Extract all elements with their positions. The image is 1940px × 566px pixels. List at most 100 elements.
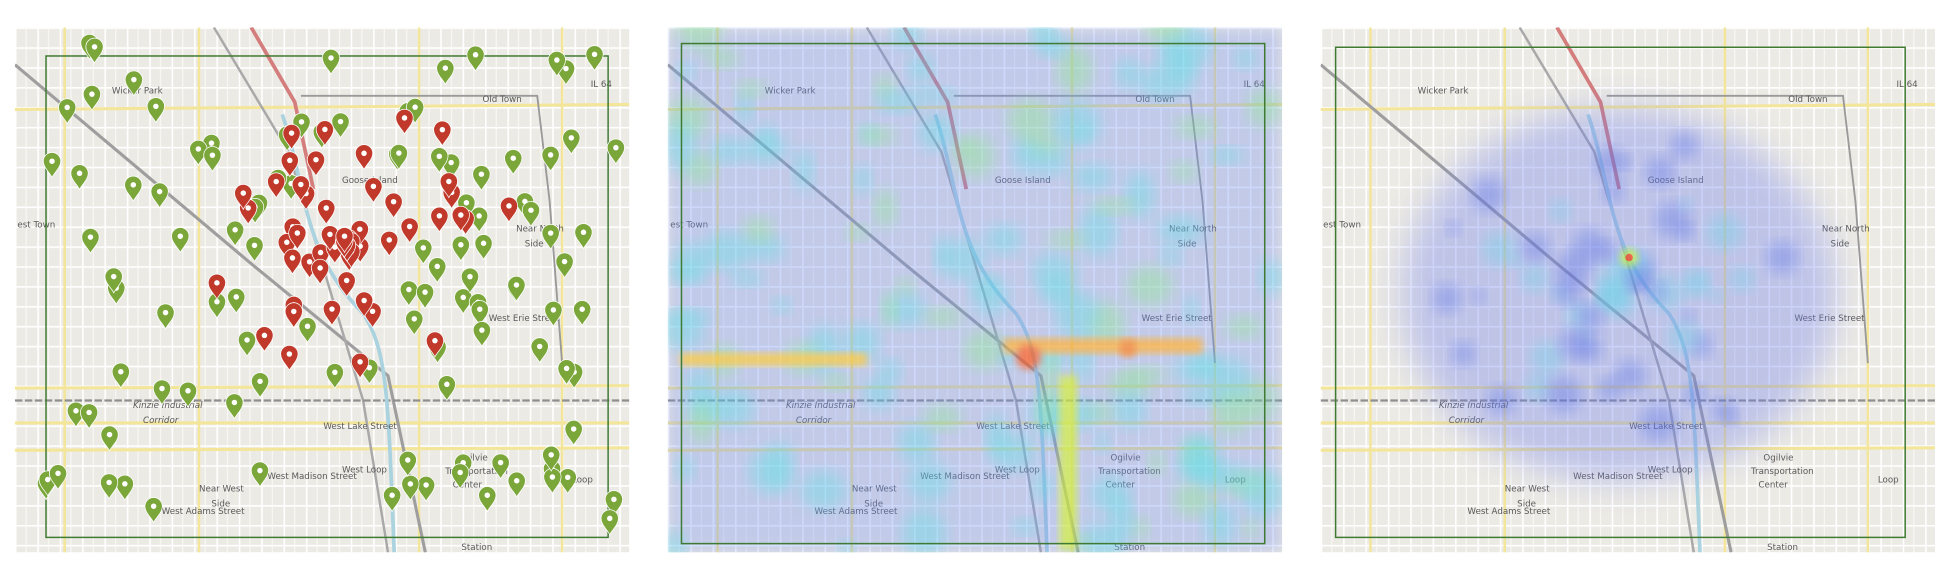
marker-pin <box>311 243 330 270</box>
marker-dot <box>341 233 348 239</box>
heat-blob <box>667 530 686 553</box>
heat-blob <box>1183 296 1199 324</box>
marker-dot <box>563 65 569 72</box>
heat-blob <box>1012 518 1038 535</box>
heat-blob <box>1766 241 1798 274</box>
heat-blob <box>913 87 958 104</box>
marker-pin <box>283 248 302 275</box>
marker-dot <box>261 332 268 339</box>
marker-dot <box>110 273 117 280</box>
map-marker <box>451 463 470 490</box>
marker-pin <box>237 330 257 357</box>
map-marker <box>436 59 455 86</box>
heat-blob <box>714 388 754 427</box>
marker-dot <box>162 309 169 316</box>
marker-dot <box>407 481 414 487</box>
marker-pin <box>81 228 100 255</box>
marker-dot <box>436 153 443 160</box>
heat-blob <box>1127 266 1173 306</box>
heat-blob <box>874 89 920 113</box>
map-marker <box>81 228 100 255</box>
marker-pin <box>115 474 134 501</box>
bounding-box <box>1334 46 1906 539</box>
map-marker <box>507 471 526 498</box>
map-marker <box>521 201 541 228</box>
heat-blob <box>1095 433 1111 452</box>
marker-pin <box>557 359 576 386</box>
map-marker <box>146 97 165 124</box>
marker-pin <box>351 352 370 379</box>
map-label: Loop <box>1878 476 1899 486</box>
marker-pin <box>395 108 414 135</box>
marker-pin <box>255 326 274 353</box>
marker-pin <box>355 291 374 318</box>
marker-pin <box>399 280 418 307</box>
heat-blob <box>1526 375 1551 401</box>
map-marker <box>562 128 581 155</box>
heat-blob <box>864 377 894 409</box>
map-label: Side <box>1831 239 1850 249</box>
marker-pin <box>317 198 336 226</box>
heat-blob <box>1110 494 1134 544</box>
major-road <box>14 102 630 112</box>
map-marker <box>150 182 169 209</box>
marker-dot <box>528 207 534 213</box>
marker-pin <box>280 344 299 372</box>
heat-blob <box>1487 386 1516 415</box>
map-marker <box>451 205 470 233</box>
marker-dot <box>547 152 554 158</box>
heat-blob <box>1115 58 1141 89</box>
marker-pin <box>58 98 77 125</box>
marker-pin <box>544 300 563 327</box>
marker-dot <box>369 308 376 315</box>
heat-blob <box>942 238 985 280</box>
map-label: Ogilvie <box>458 453 488 463</box>
map-label: West Loop <box>342 466 387 476</box>
heat-blob <box>736 92 754 125</box>
marker-pin <box>146 97 165 124</box>
marker-dot <box>448 159 454 166</box>
map-marker <box>325 363 344 390</box>
heat-blob <box>878 359 902 383</box>
heat-blob <box>1212 389 1251 434</box>
marker-pin <box>430 147 449 174</box>
map-marker <box>541 145 560 172</box>
map-label: West Adams Street <box>162 507 245 517</box>
heat-blob <box>1729 267 1754 292</box>
ring-road <box>300 94 564 364</box>
marker-dot <box>240 190 247 196</box>
marker-dot <box>76 170 83 177</box>
marker-pin <box>85 37 104 64</box>
heat-blob <box>923 405 961 431</box>
heat-blob <box>1259 261 1283 295</box>
heat-blob <box>1521 265 1548 292</box>
map-marker <box>66 401 86 428</box>
marker-pin <box>291 175 310 202</box>
heat-blob <box>1157 216 1204 245</box>
marker-dot <box>317 265 323 271</box>
map-marker <box>283 248 302 275</box>
heat-blob <box>1173 482 1214 517</box>
heat-blob <box>1225 316 1263 339</box>
heat-blob <box>1032 470 1053 502</box>
marker-dot <box>73 408 79 414</box>
marker-pin <box>267 172 286 199</box>
marker-dot <box>159 385 165 392</box>
map-marker <box>478 486 497 513</box>
marker-dot <box>536 343 543 350</box>
heat-blob <box>1614 360 1646 392</box>
map-marker <box>437 375 456 402</box>
map-marker <box>234 184 253 211</box>
marker-dot <box>304 323 311 329</box>
heat-blob <box>667 121 696 171</box>
map-marker <box>606 138 625 165</box>
heat-blob <box>1075 124 1091 142</box>
map-marker <box>245 236 264 263</box>
heat-blob <box>990 432 1036 471</box>
heat-blob <box>676 62 696 79</box>
heat-blob <box>1687 270 1710 293</box>
heat-blob <box>923 307 962 327</box>
marker-pin <box>436 59 455 86</box>
marker-dot <box>406 286 412 293</box>
